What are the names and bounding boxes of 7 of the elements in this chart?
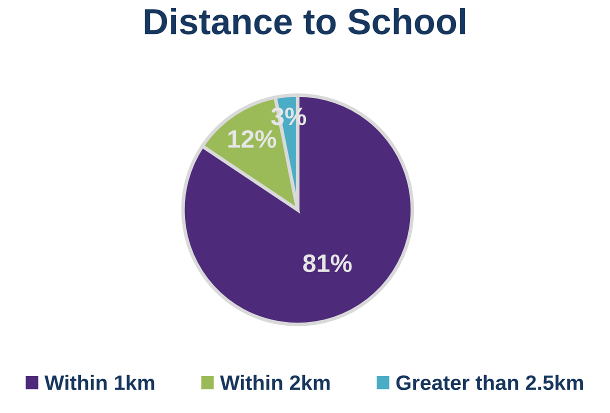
data-label: 3% bbox=[271, 108, 306, 126]
legend-label: Within 2km bbox=[220, 374, 330, 390]
legend-label: Within 1km bbox=[44, 374, 154, 390]
legend-label: Greater than 2.5km bbox=[396, 374, 583, 390]
data-label: 81% bbox=[303, 254, 352, 272]
chart-title: Distance to School bbox=[144, 8, 465, 34]
data-label: 12% bbox=[228, 130, 276, 148]
